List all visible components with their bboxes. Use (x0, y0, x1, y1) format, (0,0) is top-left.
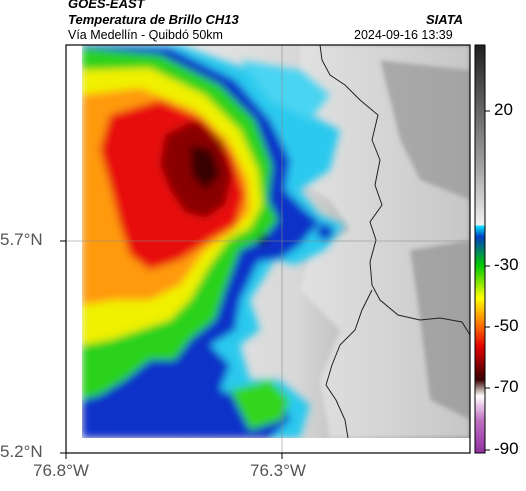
region-subtitle: Vía Medellín - Quibdó 50km (68, 28, 223, 42)
colorbar-tick-label: -30 (494, 255, 519, 274)
organization-label: SIATA (426, 12, 464, 27)
lon-tick-label: 76.8°W (33, 461, 89, 480)
map-border (65, 44, 471, 454)
colorbar-tick-label: -90 (494, 439, 519, 458)
temperature-field (82, 45, 470, 438)
colorbar (474, 44, 486, 454)
department-border (319, 45, 470, 439)
colorbar-tick-label: 20 (494, 100, 513, 119)
timestamp-label: 2024-09-16 13:39 (354, 28, 453, 42)
satellite-name: GOES-EAST (68, 0, 145, 11)
product-title: Temperatura de Brillo CH13 (68, 12, 239, 27)
colorbar-tick-label: -50 (494, 316, 519, 335)
colorbar-tick-label: -70 (494, 377, 519, 396)
lon-tick-label: 76.3°W (250, 461, 306, 480)
lat-tick-label: 5.2°N (0, 442, 43, 461)
lat-tick-label: 5.7°N (0, 230, 43, 249)
